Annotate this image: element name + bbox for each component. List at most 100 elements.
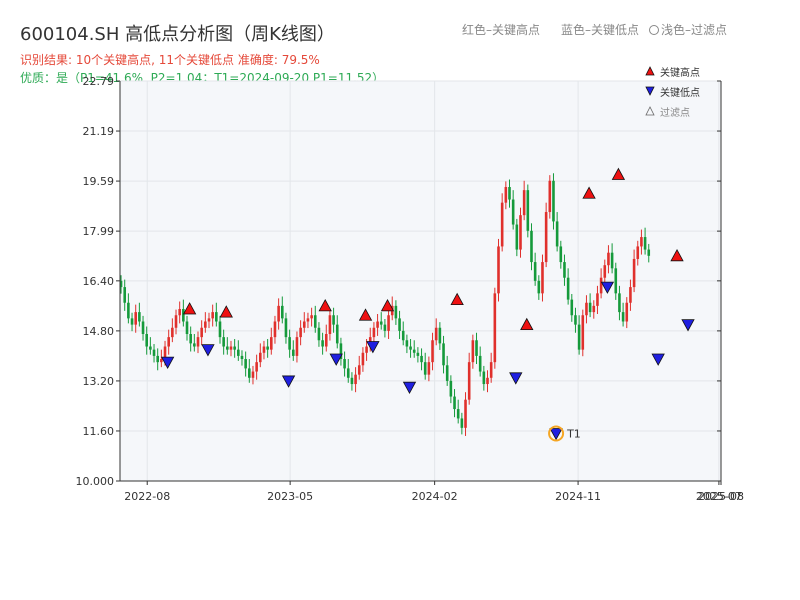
candle-body	[588, 302, 592, 313]
candle-body	[548, 180, 552, 213]
candle-body	[563, 262, 566, 278]
candle-body	[152, 349, 156, 356]
candle-body	[614, 268, 618, 294]
candle-body	[427, 362, 431, 375]
y-tick-label: 16.40	[83, 275, 115, 288]
x-tick-label: 2023-05	[267, 490, 313, 503]
candle-body	[401, 330, 405, 341]
key-low-marker	[600, 281, 615, 294]
candle-body	[248, 368, 251, 378]
y-tick-label: 13.20	[83, 375, 115, 388]
candle-body	[478, 355, 482, 372]
candle-body	[636, 246, 640, 259]
key-high-marker	[358, 308, 373, 321]
candle-body	[222, 337, 225, 347]
candle-body	[508, 187, 511, 200]
candle-body	[145, 334, 148, 347]
candle-body	[618, 293, 621, 313]
candle-body	[255, 362, 258, 372]
candle-body	[453, 396, 456, 410]
candle-body	[244, 359, 247, 369]
candle-body	[119, 280, 123, 288]
result-summary: 识别结果: 10个关键高点, 11个关键低点 准确度: 79.5%	[20, 53, 320, 67]
candle-body	[226, 346, 229, 350]
candle-body	[156, 355, 159, 363]
candle-body	[204, 321, 207, 328]
key-low-marker	[681, 319, 695, 332]
candle-body	[581, 315, 585, 350]
candle-body	[555, 221, 559, 247]
candle-body	[259, 352, 262, 363]
candle-body	[486, 377, 489, 385]
candle-body	[328, 315, 332, 335]
candle-body	[376, 321, 379, 328]
candle-body	[471, 340, 475, 363]
top-legend-filtered-label: 浅色–过滤点	[661, 23, 728, 37]
candle-body	[335, 324, 339, 344]
candle-body	[647, 249, 651, 256]
x-tick-label: 2024-02	[412, 490, 458, 503]
candle-body	[310, 315, 313, 319]
candle-body	[519, 215, 522, 250]
candle-body	[350, 377, 354, 385]
key-low-marker	[160, 356, 175, 369]
candle-body	[475, 340, 478, 356]
candle-body	[324, 334, 328, 347]
candle-body	[398, 318, 401, 331]
candle-body	[585, 302, 588, 316]
legend-low-label: 关键低点	[660, 86, 700, 99]
candle-body	[273, 321, 277, 338]
candle-body	[566, 277, 570, 300]
x-tick-label: 2022-08	[124, 490, 170, 503]
candle-body	[387, 315, 390, 331]
key-low-marker	[281, 375, 296, 388]
candle-body	[284, 318, 288, 338]
axes: 10.000 11.60 13.20 14.80 16.40 17.99 19.59 21.1…	[76, 75, 744, 503]
key-high-marker	[182, 302, 197, 315]
candle-body	[511, 199, 515, 225]
candle-body	[574, 315, 577, 325]
candle-body	[610, 252, 614, 269]
y-tick-label: 14.80	[83, 325, 115, 338]
key-low-marker	[402, 381, 417, 395]
candle-body	[346, 368, 350, 378]
candle-body	[544, 212, 548, 263]
candle-body	[383, 324, 387, 331]
key-high-marker	[450, 292, 464, 306]
candle-body	[379, 321, 383, 325]
key-high-marker	[611, 167, 626, 180]
candle-body	[306, 318, 310, 322]
y-tick-label: 22.79	[83, 75, 115, 88]
candle-body	[489, 362, 493, 378]
candle-body	[277, 305, 280, 322]
key-high-marker	[318, 299, 332, 312]
candle-body	[178, 308, 181, 316]
candle-body	[291, 349, 295, 356]
candle-body	[218, 321, 222, 338]
candle-body	[229, 346, 233, 350]
key-high-marker	[670, 248, 684, 262]
candle-body	[302, 321, 306, 328]
candle-body	[240, 355, 244, 360]
key-low-marker	[651, 353, 665, 366]
candle-body	[130, 318, 134, 325]
candle-body	[533, 262, 537, 281]
candle-body	[434, 327, 438, 341]
candle-body	[141, 321, 145, 335]
candle-body	[438, 327, 442, 344]
legend-high-label: 关键高点	[660, 66, 700, 79]
candle-body	[640, 237, 643, 247]
candle-body	[321, 340, 324, 347]
key-low-marker	[509, 372, 523, 385]
candle-body	[394, 305, 398, 319]
candle-body	[541, 262, 544, 294]
candle-body	[596, 293, 599, 306]
legend-low-icon	[645, 86, 655, 96]
candle-body	[171, 327, 174, 338]
candle-body	[149, 346, 152, 350]
candle-body	[405, 340, 409, 347]
candle-body	[497, 246, 500, 294]
key-high-marker	[520, 317, 534, 331]
candle-body	[537, 280, 541, 294]
